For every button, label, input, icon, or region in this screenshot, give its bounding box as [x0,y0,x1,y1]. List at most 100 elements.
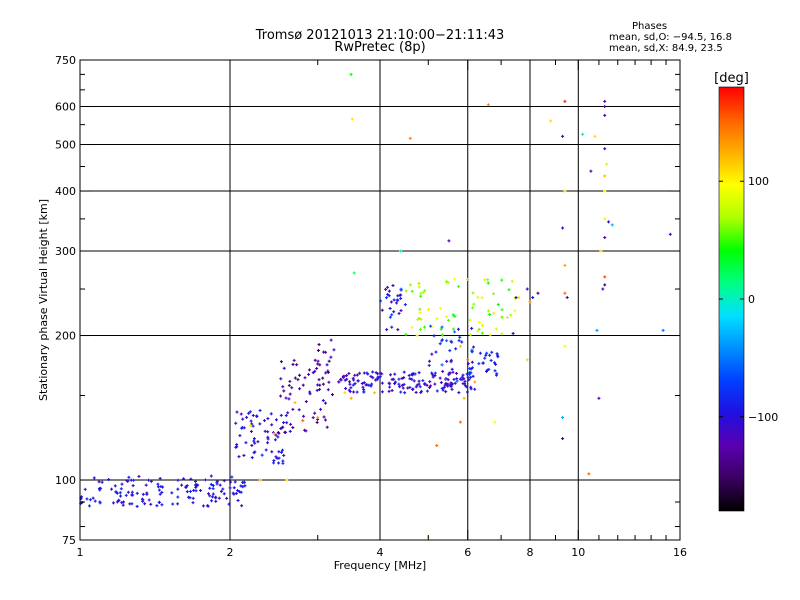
data-point [236,498,240,502]
data-point [408,283,412,287]
data-point [296,378,300,382]
data-point [467,378,471,382]
data-point [322,350,326,354]
data-point [473,380,477,384]
data-point [276,435,280,439]
data-point [418,328,422,332]
data-point [451,370,455,374]
data-point [404,333,408,337]
data-point [603,113,607,117]
data-point [421,379,425,383]
data-point [272,459,276,463]
data-point [438,342,442,346]
x-tick-label: 6 [464,546,471,559]
data-point [355,373,359,377]
data-point [353,373,357,377]
data-point [230,475,234,479]
data-point [352,271,356,275]
data-point [454,347,458,351]
data-point [389,300,393,304]
data-point [113,484,117,488]
data-point [279,394,283,398]
data-point [376,376,380,380]
data-point [304,429,308,433]
data-point [488,333,492,337]
data-point [531,296,535,300]
data-point [240,504,244,508]
data-point [445,280,449,284]
data-point [234,421,238,425]
data-point [536,291,540,295]
data-point [431,375,435,379]
data-point [130,490,134,494]
data-point [434,350,438,354]
data-point [252,437,256,441]
data-point [563,99,567,103]
data-point [100,480,104,484]
colorbar-tick-label: 0 [748,293,755,306]
data-point [141,492,145,496]
data-point [93,499,97,503]
data-point [176,487,180,491]
data-point [241,485,245,489]
data-point [208,486,212,490]
data-point [378,371,382,375]
colorbar-tick-label: −100 [748,411,778,424]
y-tick-label: 600 [55,101,76,114]
data-point [135,504,139,508]
data-point [191,501,195,505]
data-point [390,325,394,329]
data-point [561,437,565,441]
data-point [244,441,248,445]
data-point [98,500,102,504]
data-point [587,472,591,476]
data-point [324,401,328,405]
data-point [446,281,450,285]
data-point [430,371,434,375]
data-point [252,451,256,455]
data-point [510,279,514,283]
data-point [318,387,322,391]
data-point [185,484,189,488]
data-point [332,348,336,352]
data-point [222,492,226,496]
data-point [362,371,366,375]
data-point [327,359,331,363]
data-point [289,422,293,426]
data-point [400,383,404,387]
data-point [248,410,252,414]
data-point [378,375,382,379]
data-point [385,296,389,300]
data-point [414,385,418,389]
data-point [287,384,291,388]
data-point [393,372,397,376]
data-point [390,389,394,393]
data-point [494,327,498,331]
data-point [225,496,229,500]
data-point [603,217,607,221]
data-point [339,377,343,381]
data-point [451,313,455,317]
data-point [400,376,404,380]
data-point [128,502,132,506]
data-point [208,494,212,498]
data-point [371,370,375,374]
y-tick-label: 500 [55,139,76,152]
data-point [293,401,297,405]
data-point [438,376,442,380]
data-point [429,384,433,388]
data-point [256,440,260,444]
data-point [284,396,288,400]
data-point [399,249,403,253]
data-point [457,339,461,343]
data-point [239,490,243,494]
data-point [241,480,245,484]
data-point [525,287,529,291]
data-point [419,389,423,393]
data-point [455,371,459,375]
data-point [470,360,474,364]
data-point [327,380,331,384]
data-point [206,492,210,496]
data-point [466,362,470,366]
